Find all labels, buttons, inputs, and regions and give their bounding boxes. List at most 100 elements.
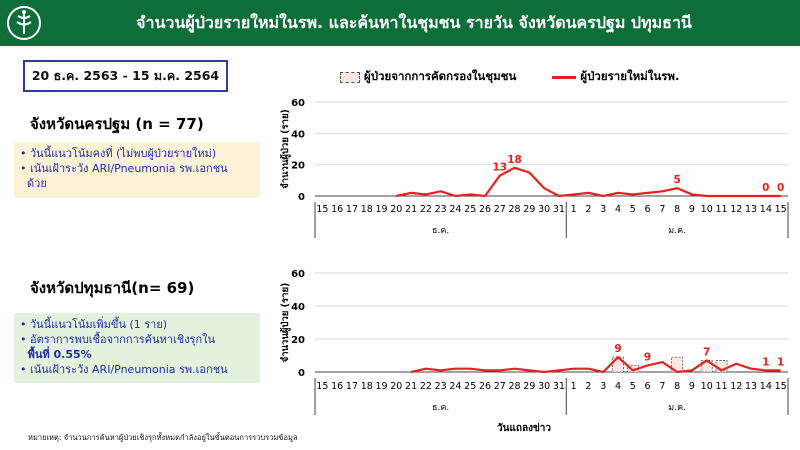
x-tick-label: 9 (689, 204, 695, 215)
y-axis-title: จำนวนผู้ป่วย (ราย) (279, 283, 292, 363)
x-tick-label: 30 (538, 204, 550, 215)
province-title-pathumthani: จังหวัดปทุมธานี(n= 69) (30, 279, 195, 297)
x-tick-label: 20 (390, 381, 402, 392)
x-tick-label: 9 (689, 381, 695, 392)
x-tick-label: 22 (420, 381, 432, 392)
x-tick-label: 15 (316, 381, 328, 392)
x-tick-label: 15 (775, 204, 787, 215)
note-line: พื้นที่ 0.55% (20, 348, 92, 361)
legend-line-label: ผู้ป่วยรายใหม่ในรพ. (580, 69, 680, 83)
x-tick-label: 17 (346, 204, 358, 215)
note-line: • วันนี้แนวโน้มคงที่ (ไม่พบผู้ป่วยรายใหม… (20, 147, 217, 160)
y-tick-label: 40 (291, 129, 305, 140)
x-tick-label: 28 (509, 381, 521, 392)
x-tick-label: 10 (701, 204, 713, 215)
x-tick-label: 2 (585, 204, 591, 215)
bar (700, 360, 713, 373)
data-label: 13 (492, 162, 507, 174)
moph-emblem-icon (7, 6, 41, 40)
page-title: จำนวนผู้ป่วยรายใหม่ในรพ. และค้นหาในชุมชน… (136, 13, 692, 32)
y-tick-label: 0 (298, 368, 305, 379)
x-tick-label: 23 (435, 204, 447, 215)
x-tick-label: 18 (361, 204, 373, 215)
legend-bar-label: ผู้ป่วยจากการคัดกรองในชุมชน (364, 69, 517, 83)
x-tick-label: 19 (375, 381, 387, 392)
x-tick-label: 19 (375, 204, 387, 215)
x-tick-label: 27 (494, 204, 506, 215)
note-line: • เน้นเฝ้าระวัง ARI/Pneumonia รพ.เอกชน (20, 162, 228, 175)
x-tick-label: 23 (435, 381, 447, 392)
month-label: ม.ค. (668, 403, 686, 413)
header-bar: จำนวนผู้ป่วยรายใหม่ในรพ. และค้นหาในชุมชน… (0, 0, 800, 46)
note-box-nakhonpathom: • วันนี้แนวโน้มคงที่ (ไม่พบผู้ป่วยรายใหม… (14, 142, 260, 198)
x-tick-label: 26 (479, 204, 491, 215)
x-tick-label: 16 (331, 204, 343, 215)
x-tick-label: 13 (745, 381, 757, 392)
x-tick-label: 8 (674, 381, 680, 392)
x-axis-title: วันแถลงข่าว (497, 423, 552, 434)
x-tick-label: 26 (479, 381, 491, 392)
month-label: ม.ค. (668, 226, 686, 236)
x-tick-label: 11 (715, 381, 727, 392)
x-tick-label: 15 (775, 381, 787, 392)
date-range-box: 20 ธ.ค. 2563 - 15 ม.ค. 2564 (23, 60, 228, 92)
note-box-pathumthani: • วันนี้แนวโน้มเพิ่มขึ้น (1 ราย) • อัตรา… (14, 313, 260, 383)
y-tick-label: 60 (291, 98, 305, 109)
x-tick-label: 16 (331, 381, 343, 392)
x-tick-label: 12 (730, 204, 742, 215)
y-tick-label: 20 (291, 335, 305, 346)
x-tick-label: 29 (523, 204, 535, 215)
x-tick-label: 22 (420, 204, 432, 215)
y-tick-label: 60 (291, 269, 305, 280)
month-label: ธ.ค. (432, 403, 449, 413)
data-label: 0 (762, 182, 769, 194)
x-tick-label: 18 (361, 381, 373, 392)
data-label: 7 (703, 346, 710, 358)
x-tick-label: 7 (659, 204, 665, 215)
x-tick-label: 7 (659, 381, 665, 392)
data-label: 1 (777, 356, 784, 368)
series-line (410, 356, 781, 374)
x-tick-label: 20 (390, 204, 402, 215)
x-tick-label: 2 (585, 381, 591, 392)
x-tick-label: 8 (674, 204, 680, 215)
data-label: 9 (644, 351, 651, 363)
x-tick-label: 24 (449, 204, 461, 215)
x-tick-label: 10 (701, 381, 713, 392)
note-line: • เน้นเฝ้าระวัง ARI/Pneumonia รพ.เอกชน (20, 363, 228, 376)
x-tick-label: 12 (730, 381, 742, 392)
series-line (396, 166, 781, 198)
x-tick-label: 14 (760, 204, 772, 215)
legend-bar-swatch (340, 71, 360, 83)
y-axis-title: จำนวนผู้ป่วย (ราย) (279, 109, 292, 189)
y-tick-label: 20 (291, 161, 305, 172)
x-tick-label: 3 (600, 204, 606, 215)
x-tick-label: 31 (553, 204, 565, 215)
x-tick-label: 1 (571, 204, 577, 215)
data-label: 5 (673, 174, 680, 186)
data-label: 1 (762, 356, 769, 368)
x-tick-label: 21 (405, 381, 417, 392)
x-tick-label: 6 (645, 381, 651, 392)
x-tick-label: 13 (745, 204, 757, 215)
note-line: • อัตราการพบเชื้อจากการค้นหาเชิงรุกใน (20, 333, 216, 346)
x-tick-label: 21 (405, 204, 417, 215)
x-tick-label: 24 (449, 381, 461, 392)
x-tick-label: 3 (600, 381, 606, 392)
month-label: ธ.ค. (432, 226, 449, 236)
x-tick-label: 17 (346, 381, 358, 392)
bar (671, 356, 684, 373)
x-tick-label: 14 (760, 381, 772, 392)
x-tick-label: 5 (630, 381, 636, 392)
x-tick-label: 4 (615, 204, 621, 215)
x-tick-label: 29 (523, 381, 535, 392)
x-tick-label: 28 (509, 204, 521, 215)
x-tick-label: 1 (571, 381, 577, 392)
x-tick-label: 4 (615, 381, 621, 392)
y-tick-label: 40 (291, 302, 305, 313)
x-tick-label: 11 (715, 204, 727, 215)
footnote: หมายเหตุ: จำนวนการค้นหาผู้ป่วยเชิงรุกทั้… (28, 433, 298, 442)
data-label: 18 (507, 154, 522, 166)
x-tick-label: 27 (494, 381, 506, 392)
